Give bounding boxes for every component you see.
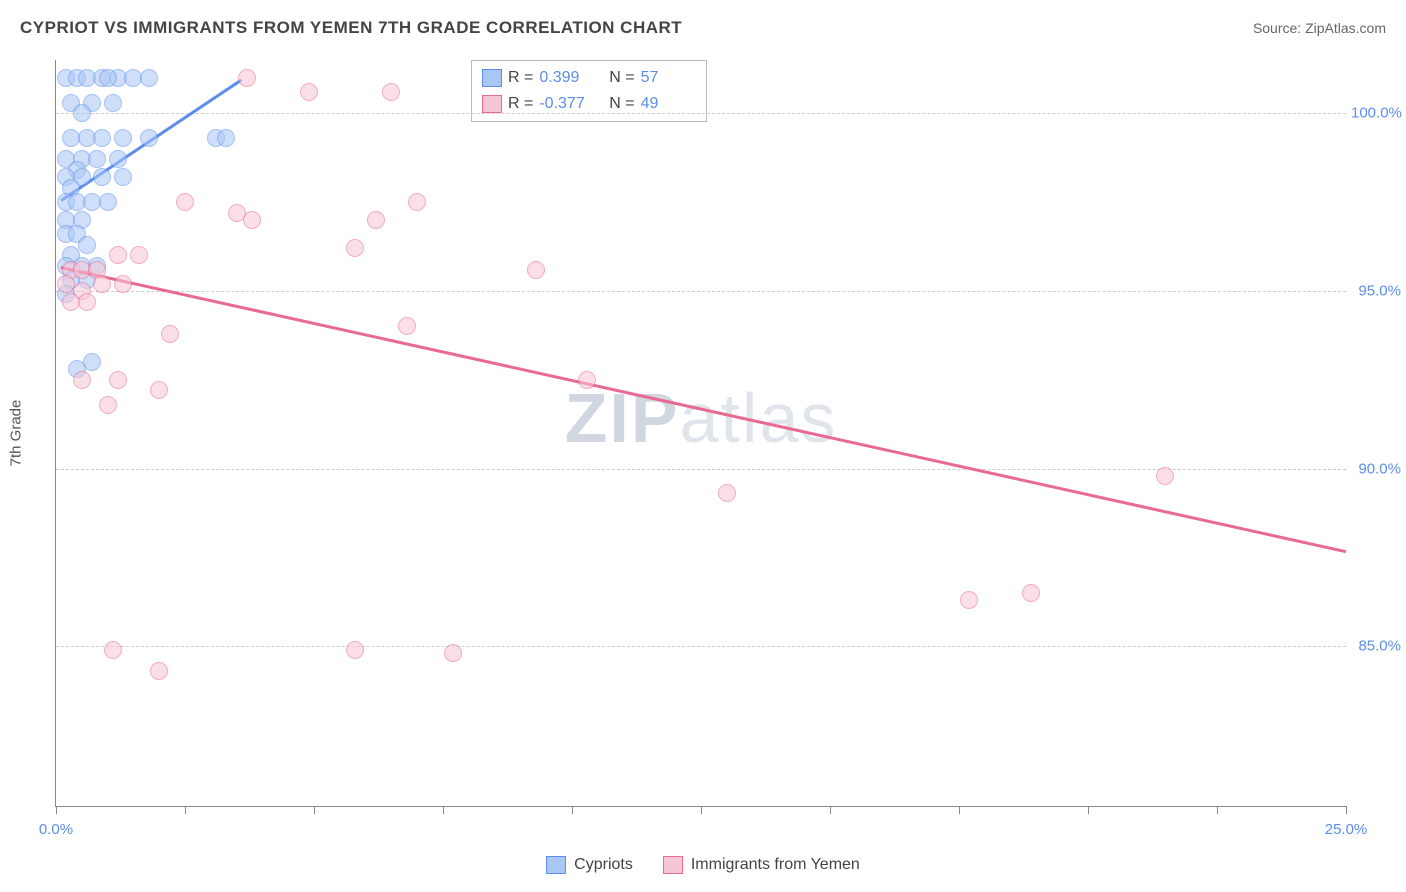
- data-point: [527, 261, 545, 279]
- watermark: ZIPatlas: [565, 378, 838, 458]
- data-point: [99, 193, 117, 211]
- x-tick: [830, 806, 831, 814]
- x-tick: [314, 806, 315, 814]
- x-tick-label: 0.0%: [39, 821, 73, 838]
- source-label: Source: ZipAtlas.com: [1253, 20, 1386, 36]
- data-point: [109, 150, 127, 168]
- trend-line: [61, 266, 1346, 553]
- gridline-h: [56, 113, 1346, 114]
- legend-item: Cypriots: [546, 856, 633, 874]
- title-bar: CYPRIOT VS IMMIGRANTS FROM YEMEN 7TH GRA…: [20, 18, 1386, 38]
- data-point: [1022, 584, 1040, 602]
- series-legend: Cypriots Immigrants from Yemen: [0, 856, 1406, 874]
- data-point: [99, 396, 117, 414]
- data-point: [960, 591, 978, 609]
- gridline-h: [56, 469, 1346, 470]
- legend-swatch: [482, 95, 502, 113]
- data-point: [130, 246, 148, 264]
- data-point: [346, 239, 364, 257]
- gridline-h: [56, 646, 1346, 647]
- x-tick: [572, 806, 573, 814]
- x-tick: [701, 806, 702, 814]
- data-point: [104, 94, 122, 112]
- data-point: [444, 644, 462, 662]
- data-point: [104, 641, 122, 659]
- data-point: [367, 211, 385, 229]
- data-point: [109, 371, 127, 389]
- data-point: [140, 69, 158, 87]
- data-point: [73, 104, 91, 122]
- data-point: [408, 193, 426, 211]
- data-point: [176, 193, 194, 211]
- data-point: [382, 83, 400, 101]
- data-point: [718, 484, 736, 502]
- corr-legend-row: R = 0.399 N = 57: [482, 65, 696, 91]
- chart-title: CYPRIOT VS IMMIGRANTS FROM YEMEN 7TH GRA…: [20, 18, 682, 38]
- x-tick: [56, 806, 57, 814]
- x-tick: [443, 806, 444, 814]
- data-point: [150, 381, 168, 399]
- legend-swatch: [546, 856, 566, 874]
- data-point: [88, 150, 106, 168]
- legend-swatch: [482, 69, 502, 87]
- legend-swatch: [663, 856, 683, 874]
- data-point: [161, 325, 179, 343]
- x-tick: [959, 806, 960, 814]
- data-point: [78, 236, 96, 254]
- data-point: [109, 246, 127, 264]
- data-point: [578, 371, 596, 389]
- y-axis-label: 7th Grade: [8, 400, 25, 467]
- data-point: [1156, 467, 1174, 485]
- data-point: [398, 317, 416, 335]
- y-tick-label: 85.0%: [1351, 638, 1401, 655]
- data-point: [243, 211, 261, 229]
- x-tick: [185, 806, 186, 814]
- legend-item: Immigrants from Yemen: [663, 856, 860, 874]
- data-point: [238, 69, 256, 87]
- data-point: [140, 129, 158, 147]
- data-point: [99, 69, 117, 87]
- data-point: [150, 662, 168, 680]
- y-tick-label: 100.0%: [1351, 105, 1401, 122]
- data-point: [78, 293, 96, 311]
- data-point: [114, 168, 132, 186]
- source-link[interactable]: ZipAtlas.com: [1305, 20, 1386, 36]
- data-point: [83, 353, 101, 371]
- scatter-plot: 7th Grade ZIPatlas R = 0.399 N = 57R =-0…: [55, 60, 1346, 807]
- data-point: [93, 129, 111, 147]
- data-point: [114, 129, 132, 147]
- x-tick: [1346, 806, 1347, 814]
- data-point: [217, 129, 235, 147]
- data-point: [114, 275, 132, 293]
- data-point: [346, 641, 364, 659]
- x-tick: [1217, 806, 1218, 814]
- x-tick-label: 25.0%: [1325, 821, 1368, 838]
- data-point: [300, 83, 318, 101]
- data-point: [73, 371, 91, 389]
- y-tick-label: 95.0%: [1351, 282, 1401, 299]
- legend-label: Immigrants from Yemen: [691, 856, 860, 874]
- legend-label: Cypriots: [574, 856, 633, 874]
- data-point: [93, 168, 111, 186]
- gridline-h: [56, 291, 1346, 292]
- x-tick: [1088, 806, 1089, 814]
- data-point: [93, 275, 111, 293]
- y-tick-label: 90.0%: [1351, 460, 1401, 477]
